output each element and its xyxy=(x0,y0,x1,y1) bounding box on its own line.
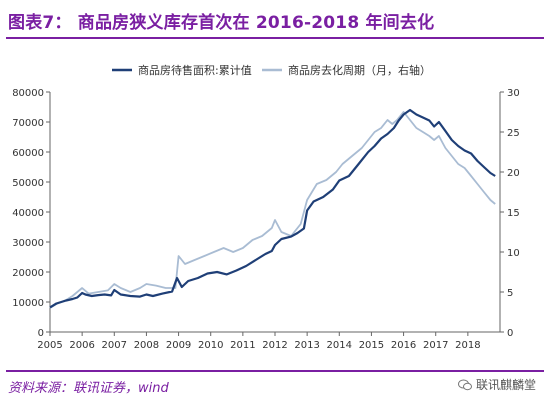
x-tick-label: 2005 xyxy=(37,340,62,351)
x-tick-label: 2012 xyxy=(262,340,287,351)
line-chart: 商品房待售面积:累计值 商品房去化周期（月，右轴） 01000020000300… xyxy=(12,63,520,351)
wechat-icon xyxy=(457,379,472,391)
x-tick-label: 2013 xyxy=(294,340,319,351)
right-tick-label: 5 xyxy=(507,288,513,299)
figure-title: 图表7： 商品房狭义库存首次在 2016-2018 年间去化 xyxy=(8,13,435,33)
x-tick-label: 2009 xyxy=(166,340,191,351)
right-tick-label: 30 xyxy=(507,88,520,99)
left-tick-label: 30000 xyxy=(12,238,44,249)
chart-legend: 商品房待售面积:累计值 商品房去化周期（月，右轴） xyxy=(112,63,431,77)
footer-divider xyxy=(6,370,544,372)
right-tick-label: 10 xyxy=(507,248,520,259)
x-tick-label: 2018 xyxy=(455,340,480,351)
x-tick-label: 2014 xyxy=(327,340,352,351)
left-tick-label: 20000 xyxy=(12,268,44,279)
right-tick-label: 20 xyxy=(507,168,520,179)
series-line-inventory xyxy=(49,108,496,309)
left-tick-label: 70000 xyxy=(12,118,44,129)
chart-axes: 0 10000 20000 30000 40000 50000 60000 70000 8000… xyxy=(12,88,520,351)
x-tick-label: 2011 xyxy=(230,340,255,351)
x-tick-label: 2010 xyxy=(198,340,223,351)
watermark-text: 联讯麒麟堂 xyxy=(475,378,536,392)
legend-label-inventory: 商品房待售面积:累计值 xyxy=(138,63,252,77)
x-tick-label: 2015 xyxy=(359,340,384,351)
right-tick-label: 25 xyxy=(507,128,520,139)
chart-series xyxy=(49,108,496,309)
figure-header: 图表7： 商品房狭义库存首次在 2016-2018 年间去化 xyxy=(0,0,550,39)
left-tick-label: 10000 xyxy=(12,298,44,309)
left-tick-label: 80000 xyxy=(12,88,44,99)
legend-label-destocking: 商品房去化周期（月，右轴） xyxy=(288,63,431,77)
left-tick-label: 50000 xyxy=(12,178,44,189)
title-divider xyxy=(6,37,544,39)
x-tick-label: 2006 xyxy=(69,340,94,351)
x-tick-label: 2017 xyxy=(423,340,448,351)
watermark: 联讯麒麟堂 xyxy=(457,376,536,393)
right-tick-label: 0 xyxy=(507,328,513,339)
left-tick-label: 0 xyxy=(38,328,44,339)
x-tick-label: 2007 xyxy=(102,340,127,351)
x-tick-label: 2016 xyxy=(391,340,416,351)
series-line-destocking-cycle xyxy=(49,111,496,309)
source-note: 资料来源：联讯证券，wind xyxy=(8,381,169,396)
x-tick-label: 2008 xyxy=(134,340,159,351)
left-tick-label: 60000 xyxy=(12,148,44,159)
right-tick-label: 15 xyxy=(507,208,520,219)
left-tick-label: 40000 xyxy=(12,208,44,219)
